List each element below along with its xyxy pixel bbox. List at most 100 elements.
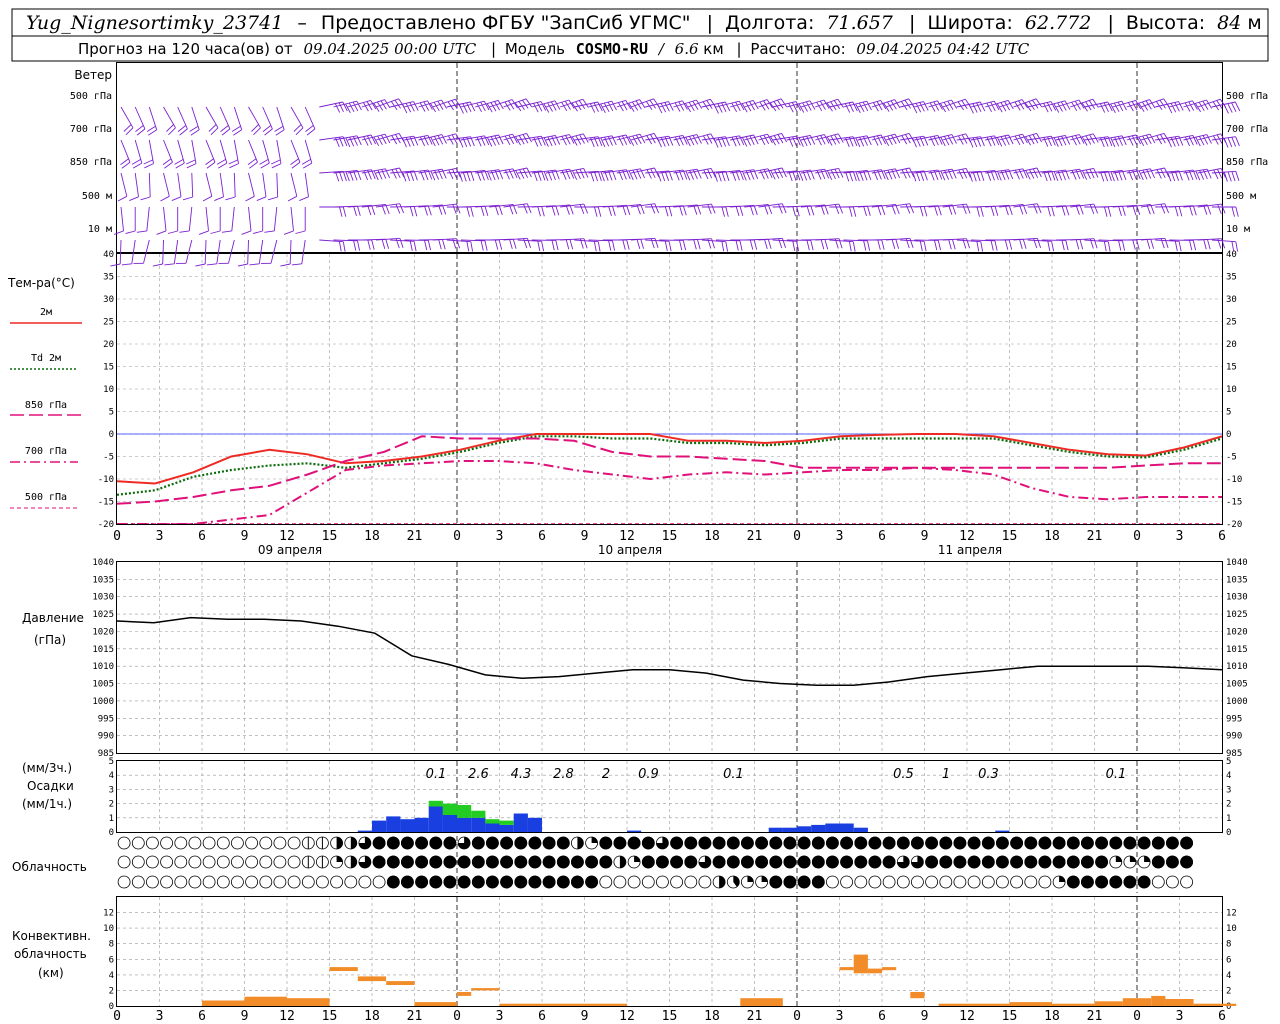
cloud-symbol-sector <box>591 837 598 843</box>
x-tick-label-conv: 21 <box>747 1009 763 1024</box>
cloud-symbol <box>911 875 924 889</box>
wind-barb-feather <box>986 137 992 147</box>
cloud-symbol-fill <box>542 855 556 869</box>
wind-barb-feather <box>777 168 784 179</box>
wind-barb-feather <box>919 241 923 251</box>
wind-barb-feather <box>579 204 585 215</box>
y-tick-label-prec: 1 <box>109 814 114 824</box>
y-tick-label-prec: 5 <box>109 757 114 767</box>
y-tick-label-pres: 1020 <box>92 627 114 637</box>
wind-barb-feather <box>934 205 938 216</box>
wind-barb-feather <box>1195 136 1201 147</box>
wind-barb-shaft <box>1055 134 1080 141</box>
series-p850 <box>117 435 1222 505</box>
wind-barb-feather <box>589 103 596 113</box>
wind-barb-feather <box>484 240 488 251</box>
wind-barb <box>1112 239 1140 250</box>
wind-barb-feather <box>1093 203 1099 214</box>
pressure-unit: (гПа) <box>34 633 66 647</box>
convective-bar <box>244 996 287 1006</box>
wind-barb <box>319 206 347 217</box>
cloud-symbol <box>953 875 967 889</box>
wind-barb <box>175 239 193 264</box>
wind-barb-feather <box>156 230 167 235</box>
y-tick-label-right-pres: 990 <box>1226 732 1242 742</box>
convective-bar <box>938 1003 1010 1006</box>
wind-barb-shaft <box>744 168 769 174</box>
cloud-symbol-sector <box>458 837 471 849</box>
wind-barb-feather <box>575 169 581 180</box>
wind-barb-feather <box>366 135 373 145</box>
wind-barb <box>361 133 391 147</box>
wind-barb-feather <box>778 204 783 214</box>
wind-barb <box>772 101 802 113</box>
wind-barb-shaft <box>1027 101 1052 108</box>
wind-barb-shaft <box>956 170 981 174</box>
wind-level-850hpa-right: 850 гПа <box>1226 157 1268 168</box>
wind-barb-feather <box>1071 136 1077 146</box>
y-tick-label-right-conv: 6 <box>1226 955 1231 965</box>
wind-barb-feather <box>608 240 612 251</box>
wind-barb-feather <box>1036 203 1042 214</box>
wind-barb-shaft <box>815 133 839 141</box>
cloud-symbol-fill <box>726 855 740 869</box>
wind-barb-feather <box>951 99 958 109</box>
wind-barb <box>195 239 207 267</box>
wind-labels: Ветер 500 гПа 700 гПа 850 гПа 500 м 10 м… <box>70 68 1268 235</box>
wind-barb-shaft <box>1140 167 1165 174</box>
alt-unit: м <box>1247 12 1261 34</box>
wind-barb-feather <box>900 101 908 110</box>
wind-barb-feather <box>951 134 957 144</box>
wind-barb-feather <box>996 103 1003 113</box>
wind-barb-feather <box>578 100 586 110</box>
wind-barb <box>206 239 221 266</box>
precip-labels: (мм/3ч.) Осадки (мм/1ч.) <box>22 761 74 811</box>
wind-barb-feather <box>802 102 808 112</box>
wind-barb-feather <box>703 169 709 180</box>
wind-barb <box>885 167 915 179</box>
cloud-symbol <box>1180 875 1193 889</box>
legend-700-label: 700 гПа <box>25 446 67 457</box>
wind-barb-shaft <box>276 172 279 198</box>
cloud-symbol-fill <box>556 836 570 850</box>
wind-barb <box>659 134 688 147</box>
y-tick-label-conv: 0 <box>109 1002 114 1012</box>
wind-barb <box>574 170 602 182</box>
wind-barb-shaft <box>1013 167 1038 174</box>
wind-barb-feather <box>526 133 532 143</box>
wind-barb <box>1211 136 1240 148</box>
wind-barb-shaft <box>517 239 542 242</box>
wind-barb <box>404 100 433 112</box>
wind-barb-feather <box>887 135 893 146</box>
wind-barb-feather <box>859 137 865 147</box>
wind-barb <box>252 207 264 234</box>
wind-barb-feather <box>287 195 298 202</box>
cloud-symbol-sector <box>1144 856 1151 862</box>
wind-barb-feather <box>210 230 221 234</box>
wind-barb-feather <box>1036 238 1042 248</box>
wind-barb <box>418 134 447 147</box>
wind-barb-feather <box>759 135 766 146</box>
wind-barb-feather <box>470 171 475 181</box>
wind-barb <box>517 170 546 182</box>
wind-barb-feather <box>735 240 739 251</box>
wind-barb <box>545 239 574 250</box>
wind-barb-feather <box>551 136 557 146</box>
wind-barb-feather <box>597 101 603 112</box>
wind-barb-feather <box>996 137 1003 147</box>
wind-barb-feather <box>342 171 347 181</box>
wind-barb-feather <box>741 137 748 147</box>
wind-barb-shaft <box>928 168 953 174</box>
wind-barb-feather <box>1078 99 1085 109</box>
wind-barb <box>800 99 830 112</box>
wind-barb-shaft <box>715 135 740 141</box>
wind-barb-feather <box>433 101 440 112</box>
cloud-symbol-sector <box>1129 856 1136 862</box>
wind-barb-feather <box>966 203 971 214</box>
cloud-symbol-fill <box>868 836 882 850</box>
wind-barb <box>304 106 316 136</box>
cloud-symbol-sector <box>336 856 343 862</box>
wind-barb <box>588 239 616 251</box>
wind-barb-feather <box>366 101 373 111</box>
wind-barb <box>1098 205 1126 217</box>
